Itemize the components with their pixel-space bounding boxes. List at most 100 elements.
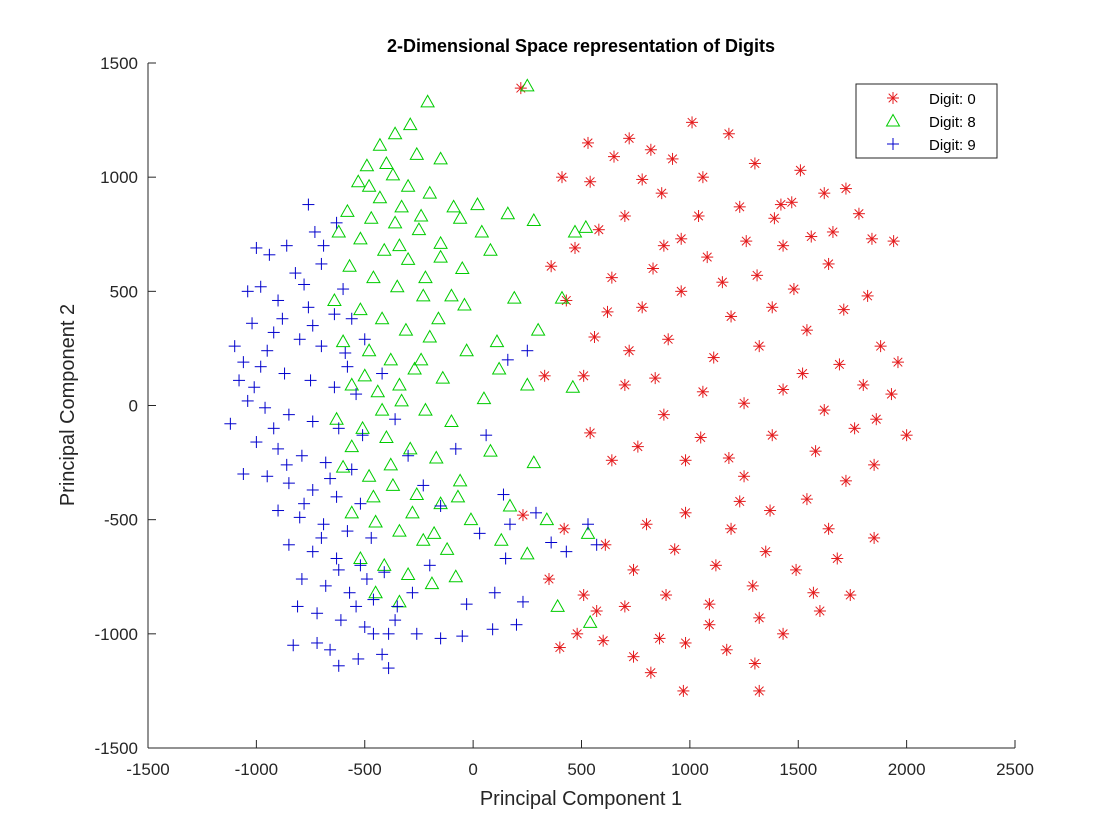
point-digit-8 (405, 505, 420, 519)
x-tick-label: 500 (567, 760, 595, 779)
point-digit-0 (764, 504, 777, 517)
point-digit-8 (439, 541, 455, 555)
point-digit-8 (413, 352, 429, 366)
point-digit-8 (331, 224, 347, 238)
point-digit-9 (282, 408, 295, 421)
point-digit-0 (768, 212, 781, 225)
point-digit-9 (460, 598, 473, 611)
point-digit-9 (389, 614, 402, 627)
point-digit-9 (330, 216, 343, 229)
point-digit-0 (657, 239, 670, 252)
point-digit-0 (777, 239, 790, 252)
point-digit-9 (317, 518, 330, 531)
point-digit-9 (241, 394, 254, 407)
point-digit-0 (618, 600, 631, 613)
point-digit-0 (601, 305, 614, 318)
point-digit-0 (722, 127, 735, 140)
point-digit-8 (418, 402, 433, 416)
point-digit-0 (766, 301, 779, 314)
point-digit-0 (805, 230, 818, 243)
point-digit-9 (343, 586, 356, 599)
point-digit-9 (358, 620, 371, 633)
point-digit-8 (366, 270, 381, 284)
point-digit-8 (463, 512, 479, 526)
point-digit-0 (785, 196, 798, 209)
point-digit-0 (839, 474, 852, 487)
point-digit-8 (567, 224, 583, 238)
point-digit-8 (400, 178, 416, 192)
point-digit-8 (413, 208, 429, 222)
point-digit-9 (486, 623, 499, 636)
point-digit-9 (488, 586, 501, 599)
point-digit-0 (555, 171, 568, 184)
legend-symbol (885, 113, 901, 127)
chart-title: 2-Dimensional Space representation of Di… (387, 36, 775, 56)
point-digit-8 (550, 598, 566, 612)
point-digit-8 (350, 174, 366, 188)
point-digit-0 (675, 232, 688, 245)
point-digit-9 (499, 552, 512, 565)
point-digit-9 (315, 340, 328, 353)
point-digit-9 (339, 346, 352, 359)
point-digit-9 (248, 381, 261, 394)
point-digit-0 (703, 598, 716, 611)
point-digit-9 (241, 285, 254, 298)
point-digit-0 (627, 563, 640, 576)
point-digit-8 (420, 94, 435, 108)
point-digit-8 (376, 242, 392, 256)
point-digit-8 (394, 199, 409, 213)
point-digit-9 (237, 468, 250, 480)
point-digit-9 (473, 527, 486, 540)
point-digit-8 (493, 532, 509, 546)
point-digit-0 (887, 235, 900, 248)
point-digit-0 (666, 152, 679, 165)
point-digit-8 (361, 343, 377, 357)
point-digit-8 (530, 322, 546, 336)
point-digit-8 (457, 297, 472, 311)
point-digit-0 (807, 586, 820, 599)
point-digit-8 (387, 215, 403, 229)
legend-symbol (887, 92, 899, 104)
point-digit-9 (261, 470, 274, 483)
point-digit-0 (618, 209, 631, 222)
point-digit-0 (753, 340, 766, 353)
point-digit-0 (725, 310, 738, 323)
point-digit-8 (409, 146, 425, 160)
point-digit-9 (367, 627, 380, 640)
point-digit-8 (392, 523, 407, 537)
point-digit-9 (410, 627, 423, 640)
point-digit-9 (345, 463, 358, 476)
point-digit-9 (233, 374, 246, 387)
point-digit-8 (491, 361, 507, 375)
point-digit-8 (353, 302, 368, 316)
point-digit-8 (483, 443, 498, 457)
y-tick-label: -1500 (95, 739, 138, 758)
point-digit-0 (818, 187, 831, 200)
point-digit-0 (796, 367, 809, 380)
point-digit-9 (497, 488, 510, 501)
point-digit-0 (822, 522, 835, 535)
point-digit-8 (344, 439, 360, 453)
point-digit-8 (394, 393, 409, 407)
point-digit-8 (444, 288, 459, 302)
point-digit-0 (679, 636, 692, 649)
point-digit-9 (345, 312, 358, 325)
point-digit-9 (295, 573, 308, 586)
point-digit-9 (328, 381, 341, 394)
point-digit-8 (383, 457, 399, 471)
point-digit-0 (608, 150, 621, 163)
points-layer (224, 78, 913, 697)
point-digit-9 (376, 648, 389, 661)
point-digit-9 (272, 294, 285, 307)
point-digit-8 (344, 377, 360, 391)
point-digit-9 (315, 531, 328, 544)
point-digit-8 (454, 260, 470, 274)
point-digit-0 (692, 209, 705, 222)
point-digit-0 (844, 589, 857, 602)
point-digit-0 (675, 285, 688, 298)
point-digit-0 (766, 429, 779, 442)
point-digit-0 (857, 378, 870, 391)
point-digit-0 (597, 634, 610, 647)
point-digit-0 (787, 283, 800, 296)
